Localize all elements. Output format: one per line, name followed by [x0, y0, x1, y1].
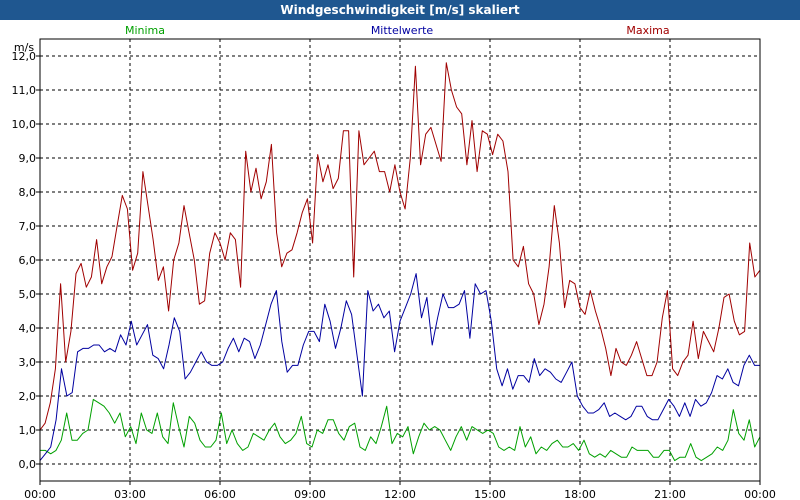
series-minima-line	[40, 398, 761, 462]
legend-minima: Minima	[125, 24, 165, 37]
series-lines	[39, 62, 761, 462]
x-tick-time: 21:00	[654, 488, 686, 500]
legend-maxima: Maxima	[626, 24, 669, 37]
x-tick-time: 06:00	[204, 488, 236, 500]
x-axis-ticks: 00:0013.09.1703:0013.09.1706:0013.09.170…	[24, 481, 776, 500]
legend-mittelwerte: Mittelwerte	[371, 24, 434, 37]
y-tick-label: 6,0	[19, 254, 37, 267]
x-tick-time: 03:00	[114, 488, 146, 500]
wind-speed-chart: Minima Mittelwerte Maxima m/s 0,0 1,0 2,0 3,0…	[12, 24, 776, 500]
series-mittelwerte-line	[39, 273, 760, 461]
y-tick-label: 11,0	[12, 84, 37, 97]
plot-frame	[39, 38, 761, 482]
y-axis-ticks: 0,0 1,0 2,0 3,0 4,0 5,0 6,0 7,0 8,0 9,0 10,0 11,0 12…	[12, 50, 40, 471]
x-tick-time: 12:00	[384, 488, 416, 500]
y-axis-label: m/s	[14, 41, 34, 54]
x-tick-time: 09:00	[294, 488, 326, 500]
y-tick-label: 7,0	[19, 220, 37, 233]
y-tick-label: 2,0	[19, 390, 37, 403]
y-tick-label: 8,0	[19, 186, 37, 199]
y-tick-label: 1,0	[19, 424, 37, 437]
y-tick-label: 0,0	[19, 458, 37, 471]
legend: Minima Mittelwerte Maxima	[125, 24, 670, 37]
x-tick-time: 00:00	[24, 488, 56, 500]
x-tick-time: 15:00	[474, 488, 506, 500]
y-tick-label: 5,0	[19, 288, 37, 301]
y-tick-label: 12,0	[12, 50, 37, 63]
y-tick-label: 9,0	[19, 152, 37, 165]
series-maxima-line	[39, 62, 761, 431]
y-tick-label: 4,0	[19, 322, 37, 335]
y-tick-label: 10,0	[12, 118, 37, 131]
window-title: Windgeschwindigkeit [m/s] skaliert	[0, 0, 800, 20]
x-tick-time: 18:00	[564, 488, 596, 500]
x-tick-time: 00:00	[744, 488, 776, 500]
y-tick-label: 3,0	[19, 356, 37, 369]
grid-lines	[40, 39, 760, 481]
